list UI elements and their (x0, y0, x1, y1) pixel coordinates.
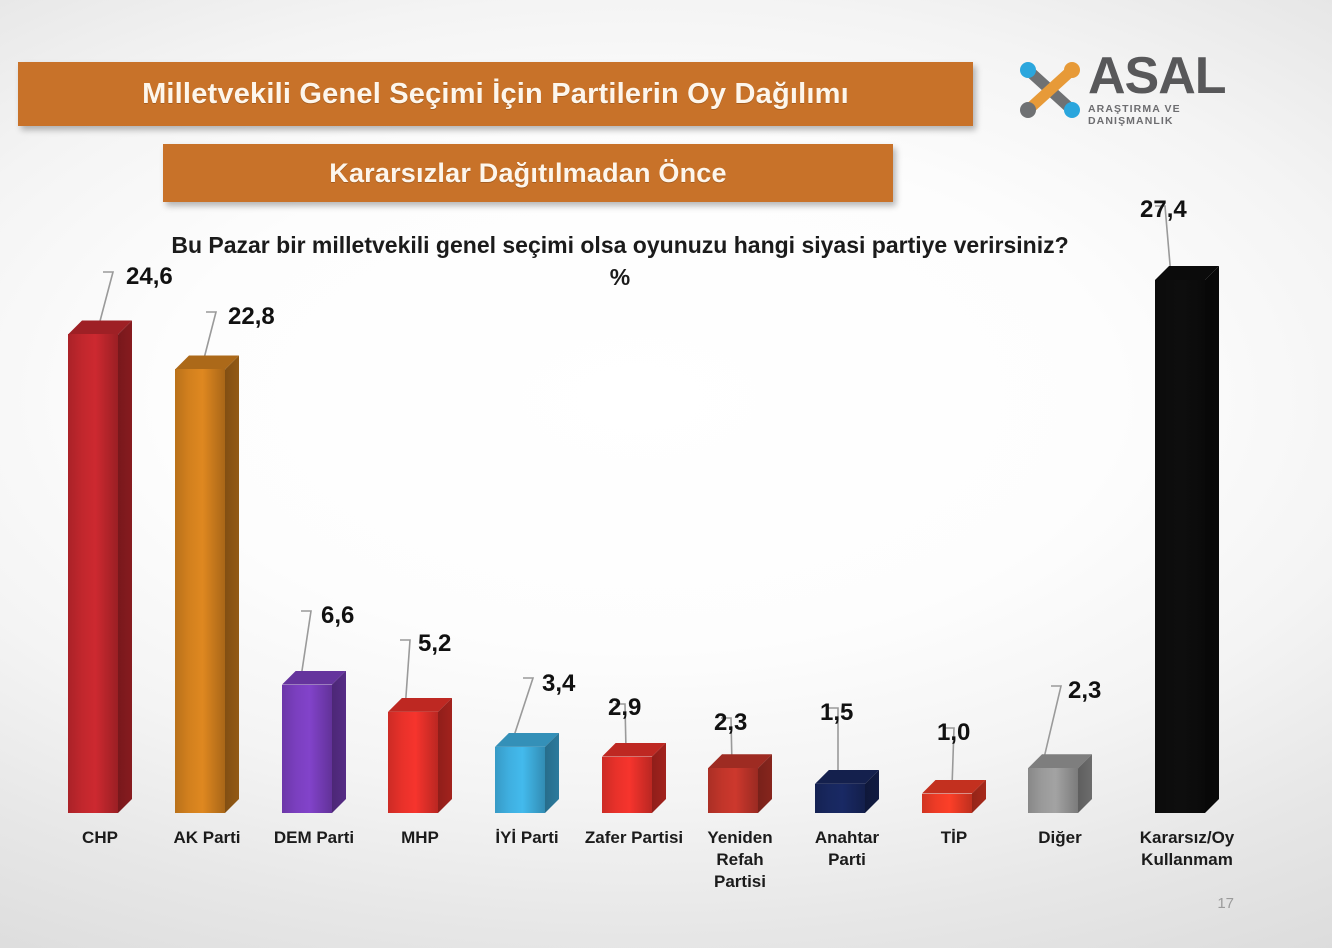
page-number: 17 (1217, 895, 1234, 912)
chart-title-text: Milletvekili Genel Seçimi İçin Partileri… (142, 77, 849, 110)
chart-subtitle-banner: Kararsızlar Dağıtılmadan Önce (163, 144, 893, 202)
asal-logo: ASAL ARAŞTIRMA VE DANIŞMANLIK (1014, 48, 1262, 130)
asal-logo-tagline: ARAŞTIRMA VE DANIŞMANLIK (1088, 103, 1181, 127)
chart-title-banner: Milletvekili Genel Seçimi İçin Partileri… (18, 62, 973, 126)
chart-subtitle-text: Kararsızlar Dağıtılmadan Önce (329, 157, 727, 188)
percent-unit-label: % (609, 264, 631, 290)
asal-logo-mark-icon (1020, 62, 1080, 118)
asal-logo-wordmark: ASAL (1088, 47, 1227, 105)
survey-question: Bu Pazar bir milletvekili genel seçimi o… (171, 232, 1069, 258)
